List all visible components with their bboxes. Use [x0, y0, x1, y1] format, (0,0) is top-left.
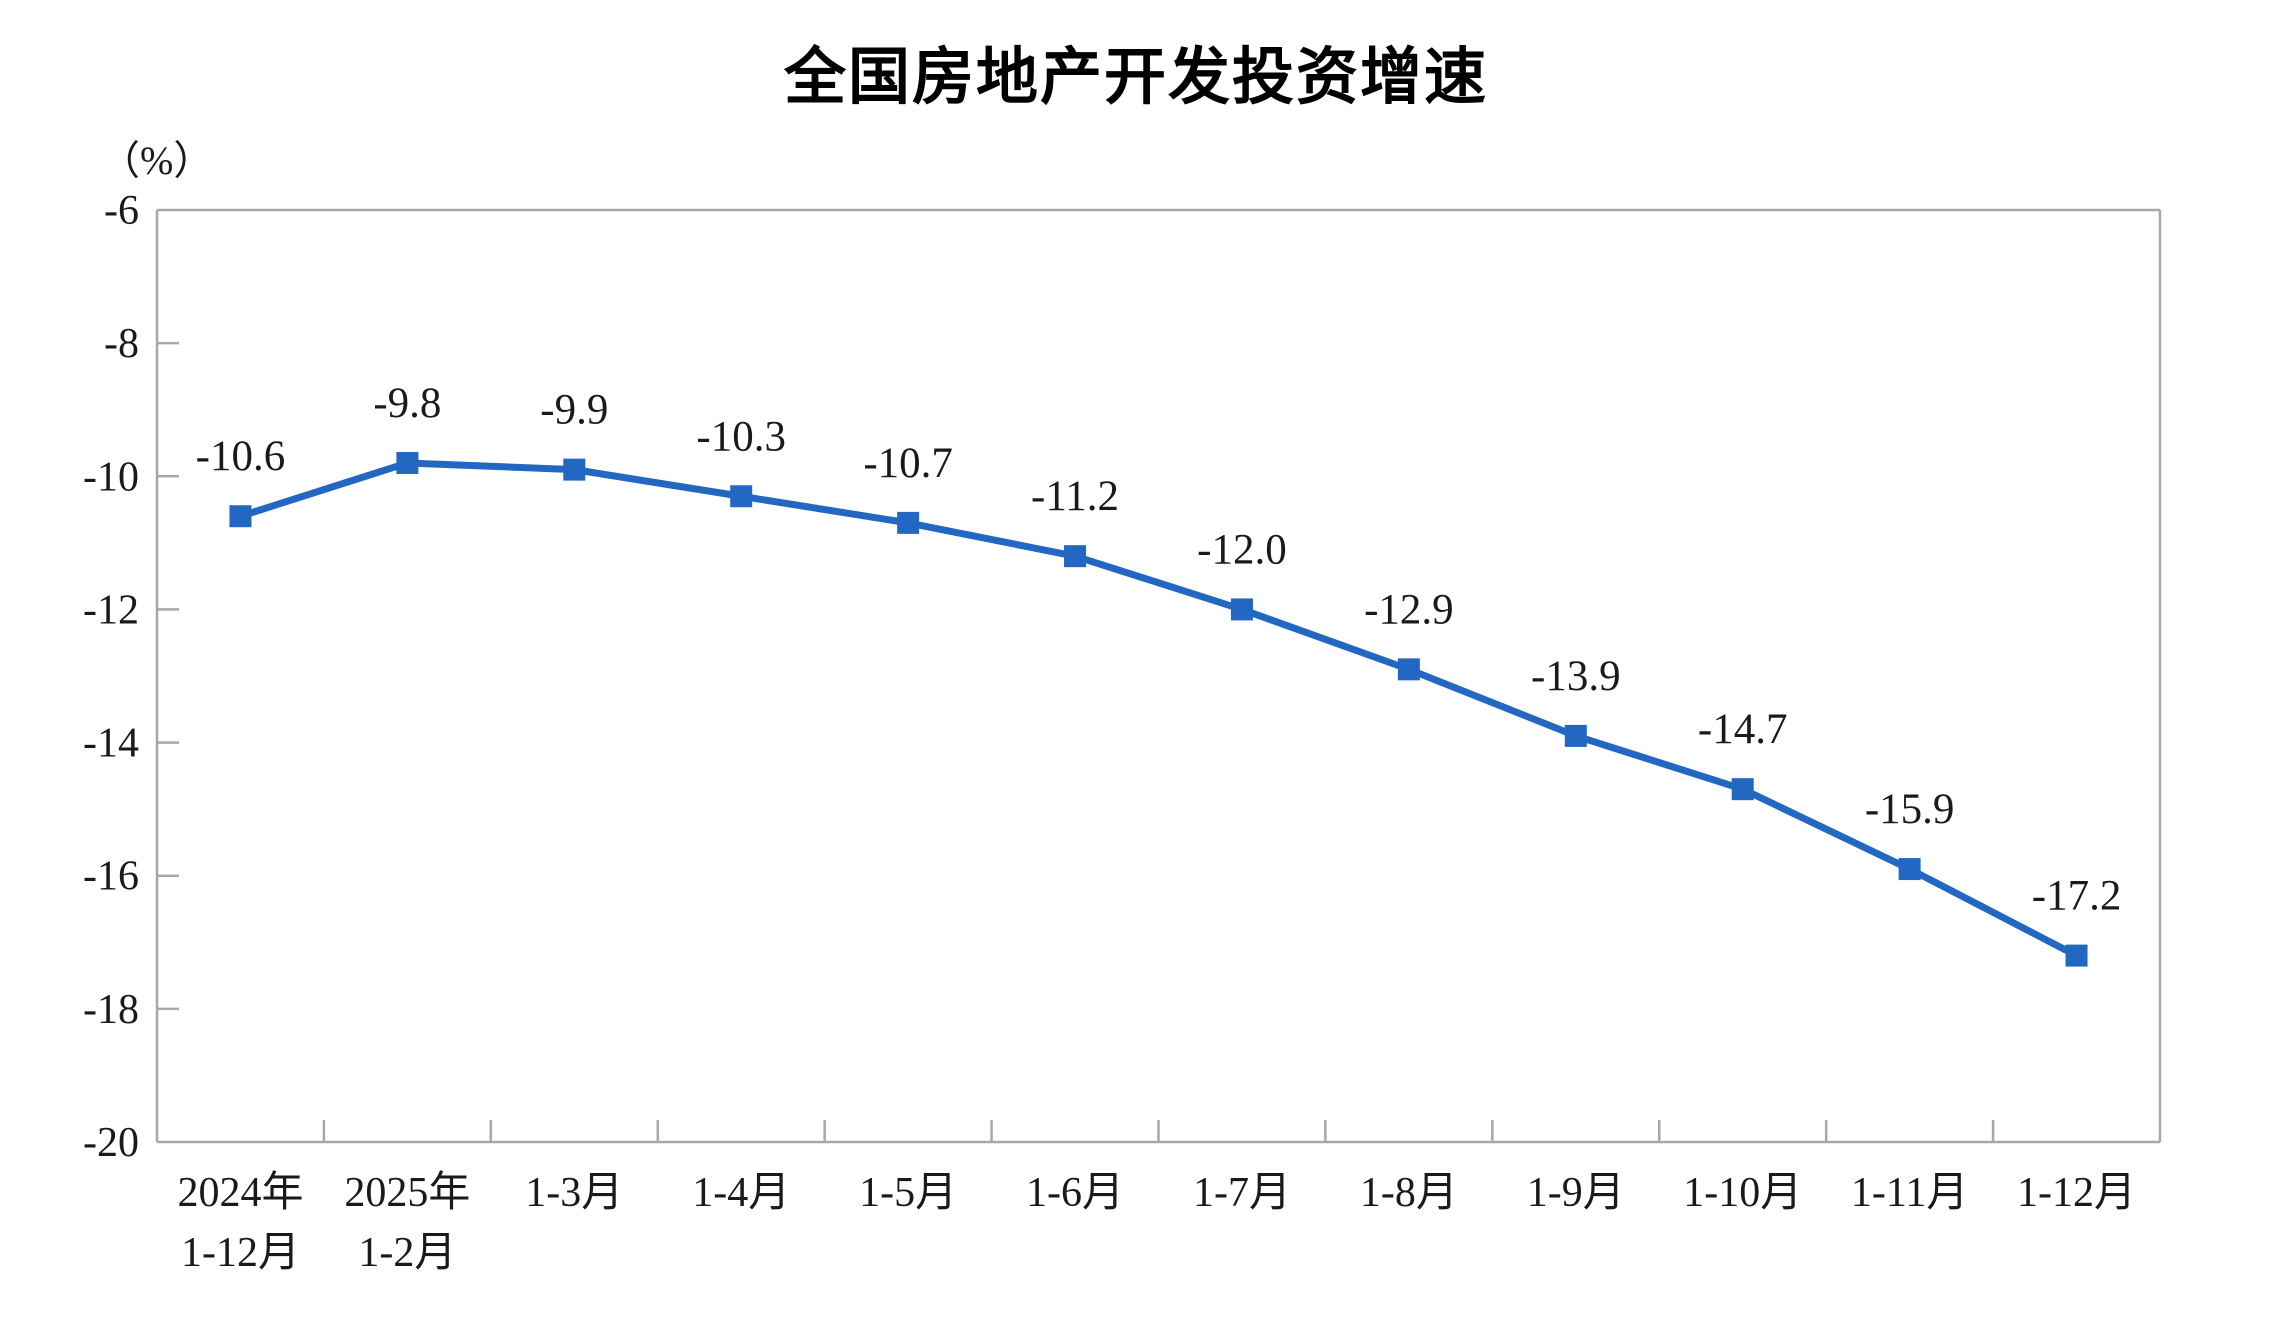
data-point-marker [396, 451, 419, 474]
y-tick-label: -16 [83, 854, 139, 900]
data-point-label: -12.9 [1364, 586, 1454, 633]
data-point-label: -13.9 [1531, 653, 1621, 700]
data-point-marker [897, 511, 920, 534]
data-point-marker [1898, 858, 1921, 881]
y-tick-label: -14 [83, 721, 139, 767]
x-tick-label: 2025年 [344, 1169, 470, 1216]
x-tick-label: 1-5月 [859, 1170, 957, 1216]
x-tick-label: 1-8月 [1360, 1170, 1458, 1216]
data-point-marker [730, 485, 753, 508]
y-tick-label: -12 [83, 587, 139, 633]
x-tick-label: 1-10月 [1683, 1170, 1802, 1216]
data-point-label: -10.6 [196, 433, 286, 480]
data-point-label: -9.8 [373, 380, 441, 427]
data-point-marker [1564, 724, 1587, 747]
y-tick-label: -6 [104, 188, 139, 234]
x-tick-label: 1-11月 [1851, 1170, 1968, 1216]
x-tick-label: 1-3月 [525, 1170, 623, 1216]
data-point-marker [2065, 944, 2088, 967]
y-tick-label: -8 [104, 321, 139, 367]
data-point-label: -10.7 [863, 440, 953, 487]
data-point-label: -14.7 [1698, 706, 1788, 753]
data-point-marker [1064, 545, 1087, 568]
y-tick-label: -10 [83, 454, 139, 500]
x-tick-label: 1-2月 [358, 1230, 456, 1276]
x-tick-label: 1-7月 [1193, 1170, 1291, 1216]
data-point-label: -15.9 [1865, 786, 1955, 833]
data-point-marker [563, 458, 586, 481]
x-tick-label: 1-12月 [2017, 1170, 2136, 1216]
data-point-label: -12.0 [1197, 526, 1287, 573]
data-point-marker [229, 505, 252, 528]
series-line [236, 459, 2081, 960]
data-point-label: -10.3 [696, 413, 786, 460]
data-point-marker [1397, 658, 1420, 681]
y-tick-label: -20 [83, 1120, 139, 1166]
data-point-marker [1731, 778, 1754, 801]
y-axis-unit-label: （%） [100, 138, 214, 183]
x-tick-label: 1-12月 [181, 1230, 300, 1276]
data-point-marker [1230, 598, 1253, 621]
x-tick-label: 1-9月 [1527, 1170, 1625, 1216]
x-tick-label: 1-4月 [692, 1170, 790, 1216]
y-tick-label: -18 [83, 987, 139, 1033]
data-point-label: -11.2 [1031, 473, 1119, 520]
data-point-label: -17.2 [2032, 873, 2122, 920]
x-tick-label: 1-6月 [1026, 1170, 1124, 1216]
chart-title: 全国房地产开发投资增速 [783, 43, 1488, 112]
x-tick-label: 2024年 [177, 1169, 303, 1216]
data-point-label: -9.9 [540, 387, 608, 434]
